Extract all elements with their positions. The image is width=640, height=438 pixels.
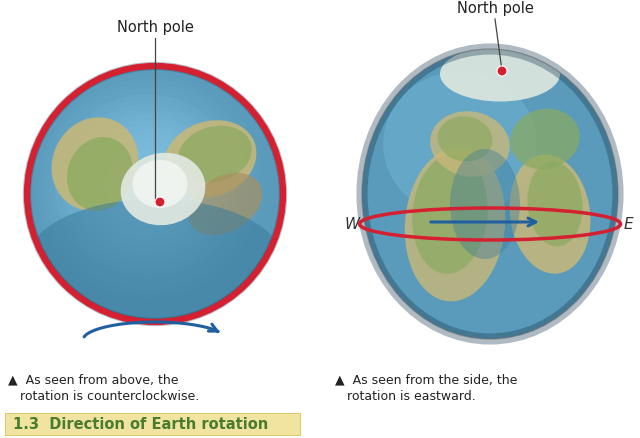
Ellipse shape bbox=[509, 155, 591, 274]
Circle shape bbox=[27, 67, 283, 322]
Ellipse shape bbox=[362, 50, 618, 339]
Ellipse shape bbox=[121, 153, 205, 226]
Circle shape bbox=[497, 67, 507, 77]
Circle shape bbox=[101, 141, 193, 233]
Circle shape bbox=[50, 89, 244, 284]
Text: E: E bbox=[623, 217, 633, 232]
Ellipse shape bbox=[440, 47, 560, 102]
FancyBboxPatch shape bbox=[5, 413, 300, 435]
Text: ▲  As seen from the side, the: ▲ As seen from the side, the bbox=[335, 372, 517, 385]
Text: North pole: North pole bbox=[116, 20, 193, 35]
Ellipse shape bbox=[132, 161, 188, 208]
Circle shape bbox=[96, 135, 198, 238]
Circle shape bbox=[116, 156, 178, 217]
Text: W: W bbox=[344, 217, 360, 232]
Circle shape bbox=[106, 146, 188, 227]
Circle shape bbox=[60, 100, 234, 273]
Ellipse shape bbox=[188, 173, 262, 236]
Ellipse shape bbox=[430, 112, 510, 177]
Circle shape bbox=[70, 110, 224, 263]
Circle shape bbox=[122, 161, 173, 212]
Ellipse shape bbox=[412, 155, 488, 274]
Circle shape bbox=[40, 79, 255, 294]
Circle shape bbox=[65, 105, 229, 268]
Text: ▲  As seen from above, the: ▲ As seen from above, the bbox=[8, 372, 179, 385]
Circle shape bbox=[76, 115, 219, 258]
Ellipse shape bbox=[438, 117, 492, 162]
Circle shape bbox=[86, 125, 209, 248]
Text: 1.3  Direction of Earth rotation: 1.3 Direction of Earth rotation bbox=[13, 417, 268, 431]
Ellipse shape bbox=[178, 127, 252, 183]
Ellipse shape bbox=[67, 138, 133, 212]
Text: North pole: North pole bbox=[456, 1, 533, 16]
Ellipse shape bbox=[450, 150, 520, 259]
Ellipse shape bbox=[25, 200, 285, 329]
Text: rotation is eastward.: rotation is eastward. bbox=[347, 389, 476, 402]
Circle shape bbox=[111, 151, 183, 223]
Circle shape bbox=[55, 95, 239, 279]
Circle shape bbox=[45, 85, 250, 289]
Text: rotation is counterclockwise.: rotation is counterclockwise. bbox=[20, 389, 199, 402]
Ellipse shape bbox=[164, 121, 257, 198]
Ellipse shape bbox=[52, 118, 138, 211]
Circle shape bbox=[155, 198, 165, 208]
Ellipse shape bbox=[510, 110, 580, 170]
Circle shape bbox=[81, 120, 214, 253]
Circle shape bbox=[91, 131, 204, 243]
Ellipse shape bbox=[527, 162, 582, 247]
Ellipse shape bbox=[404, 147, 505, 302]
Ellipse shape bbox=[383, 72, 537, 217]
